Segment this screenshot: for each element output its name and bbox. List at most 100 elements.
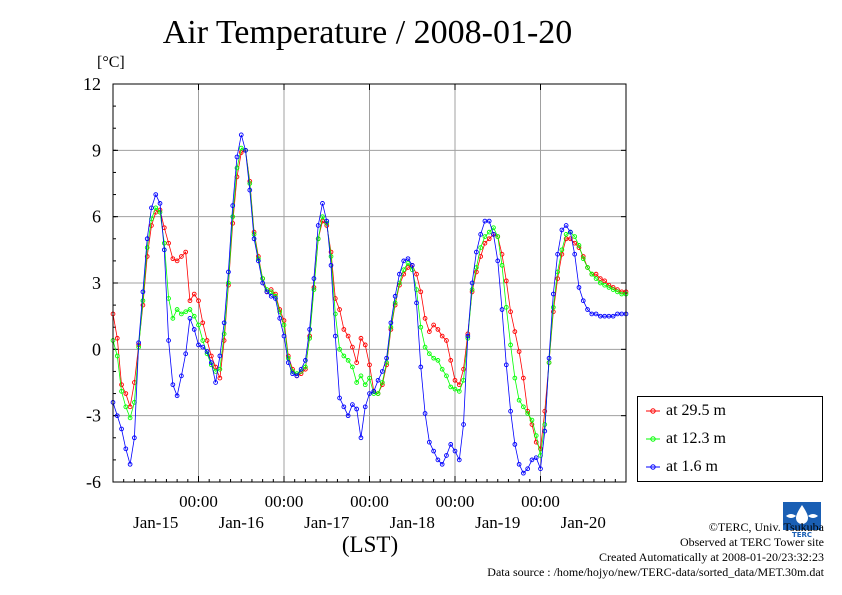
data-point-1 — [277, 309, 283, 315]
data-point-0 — [521, 375, 526, 381]
data-point-2 — [448, 442, 454, 447]
data-point-0 — [503, 278, 509, 284]
data-point-1 — [311, 287, 317, 292]
data-point-2 — [285, 360, 291, 365]
data-point-1 — [589, 271, 595, 277]
data-point-2 — [354, 406, 360, 412]
data-point-2 — [538, 466, 543, 472]
data-point-2 — [238, 132, 244, 138]
series-line-2 — [112, 134, 626, 474]
x-date-label: Jan-18 — [390, 513, 435, 532]
data-point-0 — [474, 269, 479, 275]
data-point-2 — [358, 435, 364, 441]
data-point-1 — [332, 311, 338, 317]
data-point-2 — [217, 353, 223, 359]
data-point-2 — [123, 446, 129, 452]
data-point-0 — [170, 256, 176, 262]
data-point-2 — [208, 360, 214, 365]
data-point-2 — [439, 461, 445, 467]
x-date-label: Jan-15 — [133, 513, 178, 532]
data-point-2 — [311, 276, 317, 281]
data-point-2 — [499, 307, 505, 312]
data-point-1 — [444, 373, 449, 379]
data-point-1 — [486, 229, 492, 235]
legend-marker-green — [646, 436, 660, 442]
data-point-1 — [580, 256, 586, 262]
data-point-1 — [512, 375, 518, 381]
data-point-0 — [597, 276, 603, 281]
x-date-label: Jan-20 — [561, 513, 606, 532]
data-point-2 — [375, 377, 381, 383]
data-point-2 — [315, 223, 321, 228]
data-point-0 — [123, 391, 129, 396]
data-point-2 — [328, 262, 334, 268]
data-point-1 — [268, 289, 274, 295]
data-point-2 — [388, 320, 394, 326]
data-point-2 — [213, 380, 218, 385]
credits-block: ©TERC, Univ. Tsukuba Observed at TERC To… — [487, 520, 824, 580]
data-point-1 — [345, 358, 351, 363]
data-point-1 — [196, 322, 201, 328]
data-point-1 — [341, 353, 347, 359]
data-point-2 — [179, 373, 184, 379]
data-point-2 — [174, 393, 180, 399]
data-point-1 — [127, 415, 133, 421]
x-date-label: Jan-19 — [475, 513, 520, 532]
data-point-2 — [533, 455, 539, 461]
data-point-2 — [187, 316, 193, 321]
data-point-0 — [431, 322, 436, 328]
data-point-1 — [174, 307, 180, 312]
data-point-2 — [281, 333, 287, 339]
data-point-1 — [350, 364, 355, 370]
data-point-0 — [405, 265, 411, 270]
data-point-1 — [448, 384, 454, 390]
data-point-2 — [452, 448, 458, 454]
data-point-2 — [332, 333, 338, 339]
data-point-2 — [469, 280, 475, 286]
data-point-1 — [140, 298, 146, 304]
data-point-1 — [328, 254, 334, 259]
data-point-2 — [200, 344, 206, 350]
data-point-1 — [427, 351, 432, 357]
data-point-1 — [602, 282, 607, 288]
data-point-0 — [204, 338, 210, 343]
copyright-text: ©TERC, Univ. Tsukuba — [708, 520, 824, 534]
data-point-2 — [379, 369, 385, 374]
data-point-2 — [555, 251, 560, 257]
data-point-1 — [431, 355, 436, 361]
data-point-0 — [341, 327, 347, 332]
legend-label-1-6m: at 1.6 m — [666, 458, 718, 475]
data-point-0 — [238, 150, 244, 155]
chart-title: Air Temperature / 2008-01-20 — [162, 14, 573, 51]
data-point-2 — [568, 229, 573, 235]
x-time-label: 00:00 — [179, 492, 218, 511]
data-point-1 — [576, 243, 582, 248]
data-point-2 — [589, 311, 595, 317]
data-point-2 — [597, 313, 603, 319]
data-point-2 — [474, 249, 479, 255]
data-point-2 — [149, 205, 154, 211]
data-point-0 — [119, 382, 124, 388]
data-point-1 — [183, 309, 189, 315]
svg-text:TERC: TERC — [792, 531, 812, 538]
data-point-2 — [251, 236, 257, 242]
data-point-2 — [550, 291, 556, 297]
data-point-1 — [221, 331, 227, 337]
data-point-1 — [610, 287, 616, 292]
data-source-text: Data source : /home/hojyo/new/TERC-data/… — [487, 565, 824, 579]
data-point-1 — [615, 289, 620, 295]
data-point-1 — [405, 260, 411, 266]
data-point-1 — [234, 165, 240, 171]
plot-frame — [112, 83, 627, 483]
data-point-2 — [221, 320, 227, 326]
data-point-2 — [414, 300, 419, 306]
data-point-1 — [550, 304, 556, 310]
data-point-2 — [409, 262, 415, 268]
data-point-2 — [444, 453, 449, 458]
data-point-0 — [354, 360, 360, 365]
data-point-1 — [307, 335, 312, 341]
data-point-1 — [367, 375, 372, 381]
data-point-1 — [320, 214, 325, 220]
data-point-1 — [144, 245, 150, 250]
data-point-2 — [367, 391, 372, 396]
